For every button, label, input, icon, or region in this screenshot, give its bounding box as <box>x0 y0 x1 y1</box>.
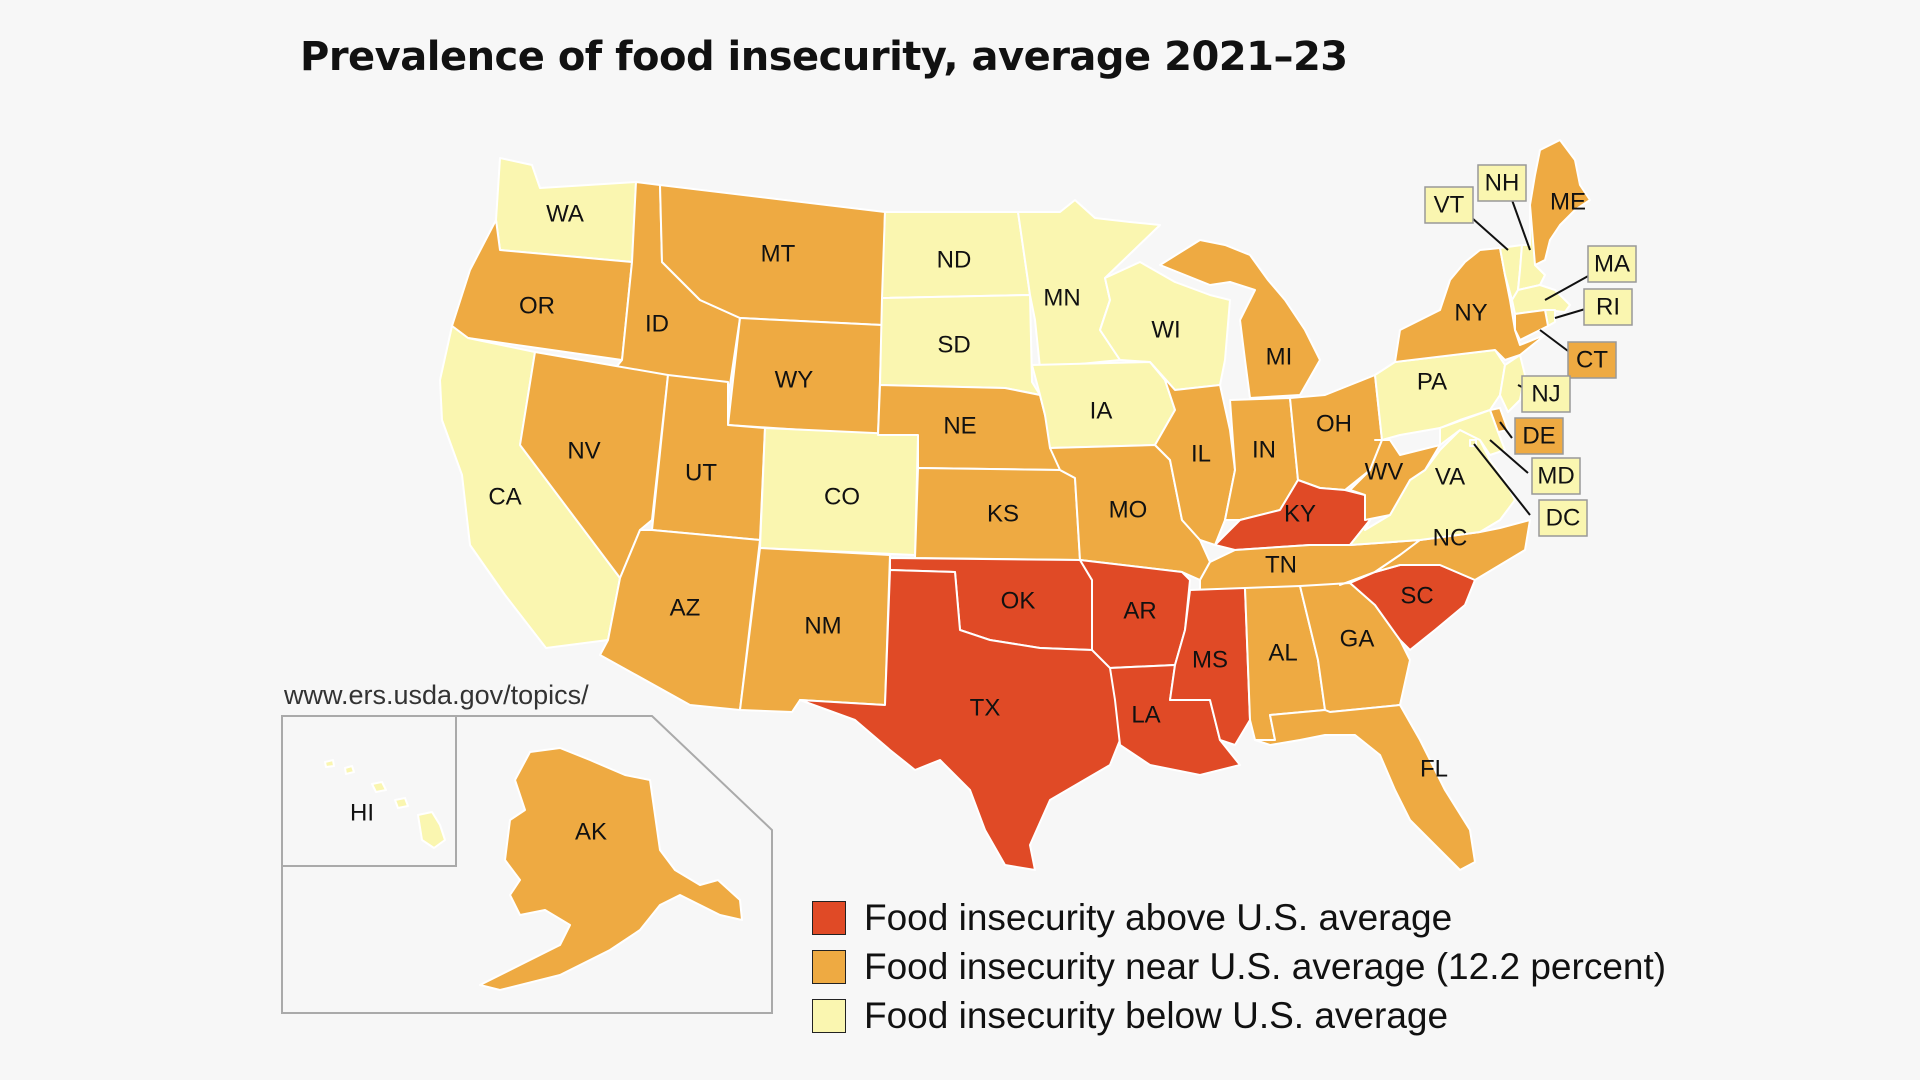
state-label-co: CO <box>824 483 860 510</box>
label-box-md <box>1531 457 1581 495</box>
state-label-ca: CA <box>488 483 521 510</box>
state-label-nh: NH <box>1485 169 1520 196</box>
state-label-tn: TN <box>1265 551 1297 578</box>
state-wv <box>1349 439 1441 521</box>
state-label-wa: WA <box>546 200 584 227</box>
legend-item-near: Food insecurity near U.S. average (12.2 … <box>812 942 1666 991</box>
source-url: www.ers.usda.gov/topics/ <box>284 680 589 710</box>
state-fl <box>1254 704 1476 871</box>
state-label-ct: CT <box>1576 346 1608 373</box>
state-label-mn: MN <box>1043 284 1080 311</box>
label-box-nh <box>1477 164 1527 202</box>
state-nc <box>1339 519 1531 586</box>
label-box-dc <box>1538 499 1588 537</box>
state-nj <box>1499 354 1526 413</box>
state-il <box>1149 361 1236 546</box>
state-label-nm: NM <box>804 612 841 639</box>
state-ak <box>479 747 743 991</box>
state-label-wy: WY <box>775 366 814 393</box>
state-label-nv: NV <box>567 437 600 464</box>
state-label-va: VA <box>1435 463 1465 490</box>
state-label-oh: OH <box>1316 410 1352 437</box>
map-title: Prevalence of food insecurity, average 2… <box>300 34 1348 80</box>
state-label-id: ID <box>645 310 669 337</box>
legend-item-above: Food insecurity above U.S. average <box>812 893 1666 942</box>
state-label-ar: AR <box>1123 597 1156 624</box>
state-label-wv: WV <box>1365 458 1404 485</box>
state-label-mt: MT <box>761 240 796 267</box>
legend-label-below: Food insecurity below U.S. average <box>864 994 1449 1036</box>
state-label-ny: NY <box>1454 299 1487 326</box>
state-label-az: AZ <box>670 594 701 621</box>
state-mi <box>1159 239 1321 399</box>
state-label-al: AL <box>1268 639 1297 666</box>
legend-swatch-above <box>812 900 846 935</box>
state-label-sd: SD <box>937 331 970 358</box>
state-ct <box>1514 309 1549 341</box>
state-label-ne: NE <box>943 412 976 439</box>
state-label-la: LA <box>1131 701 1160 728</box>
state-label-fl: FL <box>1420 755 1448 782</box>
state-label-mo: MO <box>1109 496 1148 523</box>
state-md <box>1439 409 1506 456</box>
state-label-ak: AK <box>575 818 607 845</box>
legend-label-near: Food insecurity near U.S. average (12.2 … <box>864 945 1667 987</box>
inset-divider <box>282 716 457 867</box>
state-label-ks: KS <box>987 500 1019 527</box>
state-label-nj: NJ <box>1531 380 1560 407</box>
label-box-ri <box>1583 288 1633 326</box>
state-label-il: IL <box>1191 440 1211 467</box>
legend-swatch-near <box>812 949 846 984</box>
state-label-hi: HI <box>350 799 374 826</box>
state-label-wi: WI <box>1151 316 1180 343</box>
state-hi <box>324 759 446 849</box>
state-label-ga: GA <box>1340 625 1375 652</box>
state-labels: WA OR CA ID NV MT WY UT AZ CO NM ND SD NE KS OK TX MN IA MO… <box>350 164 1637 845</box>
legend: Food insecurity above U.S. average Food … <box>812 893 1666 1040</box>
callout-lines <box>1471 199 1593 516</box>
label-box-vt <box>1424 186 1474 224</box>
state-label-ri: RI <box>1596 293 1620 320</box>
state-label-ma: MA <box>1594 250 1630 277</box>
state-label-vt: VT <box>1434 191 1465 218</box>
state-label-in: IN <box>1252 436 1276 463</box>
state-label-ok: OK <box>1001 587 1036 614</box>
state-label-de: DE <box>1522 422 1555 449</box>
legend-label-above: Food insecurity above U.S. average <box>864 896 1453 938</box>
state-label-or: OR <box>519 292 555 319</box>
state-label-nc: NC <box>1433 524 1468 551</box>
state-label-ms: MS <box>1192 646 1228 673</box>
label-box-ct <box>1567 341 1617 379</box>
state-label-me: ME <box>1550 188 1586 215</box>
state-label-mi: MI <box>1266 343 1293 370</box>
inset-frame <box>281 715 773 1014</box>
state-label-md: MD <box>1537 462 1574 489</box>
legend-item-below: Food insecurity below U.S. average <box>812 991 1666 1040</box>
state-or <box>451 219 633 361</box>
state-label-nd: ND <box>937 246 972 273</box>
state-label-tx: TX <box>970 694 1001 721</box>
label-box-nj <box>1521 375 1571 413</box>
state-tx <box>799 569 1121 871</box>
label-box-de <box>1514 417 1564 455</box>
state-label-sc: SC <box>1400 582 1433 609</box>
state-label-dc: DC <box>1546 504 1581 531</box>
label-box-ma <box>1587 245 1637 283</box>
state-nh <box>1517 204 1546 291</box>
state-label-ia: IA <box>1090 397 1113 424</box>
legend-swatch-below <box>812 998 846 1033</box>
state-label-pa: PA <box>1417 368 1447 395</box>
state-label-ky: KY <box>1284 500 1316 527</box>
state-label-ut: UT <box>685 459 717 486</box>
